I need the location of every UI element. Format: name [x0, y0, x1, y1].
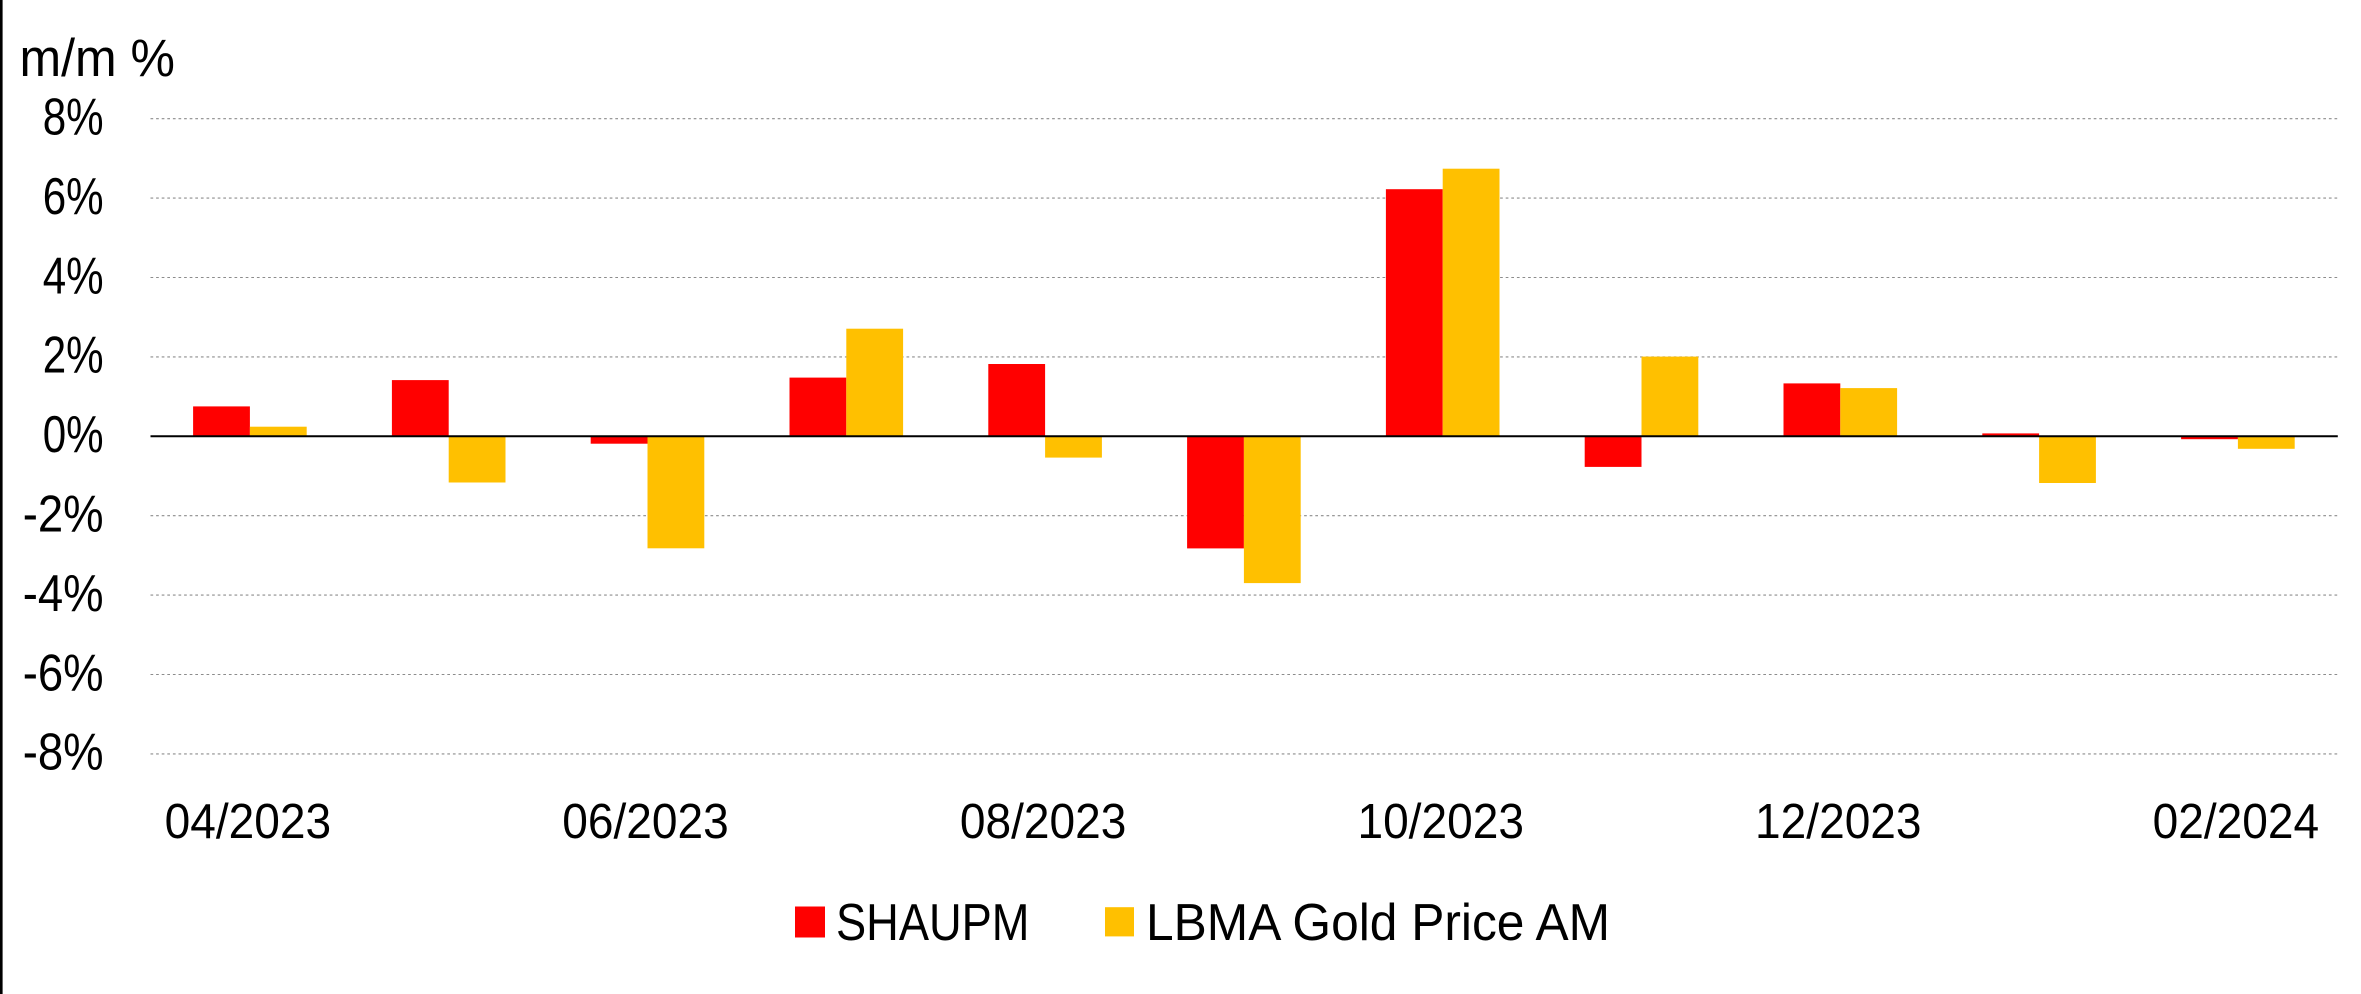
svg-text:-4%: -4%	[23, 565, 104, 622]
svg-text:02/2024: 02/2024	[2153, 795, 2319, 850]
svg-text:8%: 8%	[43, 88, 104, 146]
svg-text:4%: 4%	[43, 247, 104, 305]
svg-text:2%: 2%	[43, 327, 104, 385]
svg-text:-8%: -8%	[23, 724, 104, 781]
svg-text:0%: 0%	[43, 406, 104, 464]
svg-text:6%: 6%	[43, 168, 104, 226]
svg-text:SHAUPM: SHAUPM	[836, 894, 1029, 952]
svg-text:-2%: -2%	[23, 486, 104, 543]
svg-text:08/2023: 08/2023	[960, 795, 1126, 850]
svg-text:m/m %: m/m %	[20, 28, 175, 88]
svg-text:06/2023: 06/2023	[562, 795, 728, 850]
svg-text:12/2023: 12/2023	[1755, 795, 1921, 850]
svg-text:04/2023: 04/2023	[165, 795, 331, 850]
svg-text:LBMA Gold Price AM: LBMA Gold Price AM	[1146, 893, 1610, 951]
svg-text:10/2023: 10/2023	[1357, 795, 1523, 850]
svg-text:-6%: -6%	[23, 645, 104, 702]
